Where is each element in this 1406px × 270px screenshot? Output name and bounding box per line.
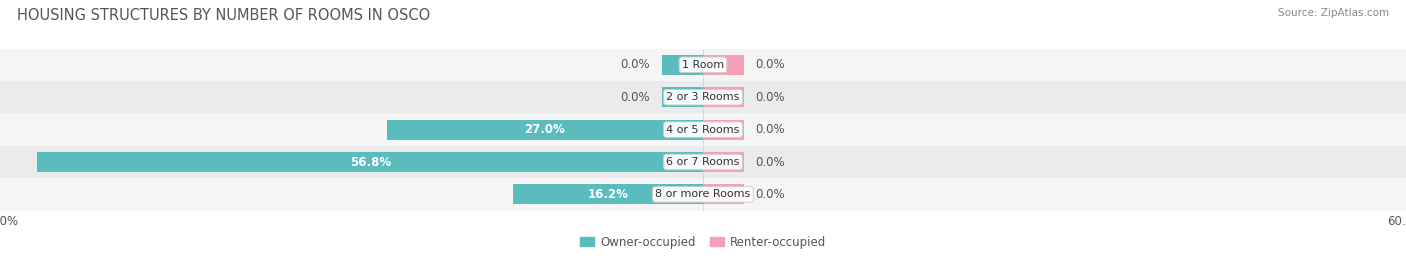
Text: 0.0%: 0.0% [756, 123, 786, 136]
Bar [38, 152, 703, 172]
Text: Source: ZipAtlas.com: Source: ZipAtlas.com [1278, 8, 1389, 18]
Bar [662, 87, 703, 107]
Text: 1 Room: 1 Room [682, 60, 724, 70]
Bar [0, 178, 1406, 211]
Bar [0, 81, 1406, 113]
Bar [662, 55, 703, 75]
Legend: Owner-occupied, Renter-occupied: Owner-occupied, Renter-occupied [575, 231, 831, 253]
Text: 2 or 3 Rooms: 2 or 3 Rooms [666, 92, 740, 102]
Text: 0.0%: 0.0% [756, 188, 786, 201]
Text: 16.2%: 16.2% [588, 188, 628, 201]
Text: HOUSING STRUCTURES BY NUMBER OF ROOMS IN OSCO: HOUSING STRUCTURES BY NUMBER OF ROOMS IN… [17, 8, 430, 23]
Text: 27.0%: 27.0% [524, 123, 565, 136]
Bar [703, 55, 744, 75]
Text: 0.0%: 0.0% [620, 58, 650, 71]
Text: 0.0%: 0.0% [756, 156, 786, 168]
Text: 4 or 5 Rooms: 4 or 5 Rooms [666, 124, 740, 135]
Bar [703, 120, 744, 140]
Bar [513, 184, 703, 204]
Bar [703, 87, 744, 107]
Bar [387, 120, 703, 140]
Text: 8 or more Rooms: 8 or more Rooms [655, 189, 751, 200]
Text: 56.8%: 56.8% [350, 156, 391, 168]
Text: 0.0%: 0.0% [620, 91, 650, 104]
Text: 0.0%: 0.0% [756, 91, 786, 104]
Text: 0.0%: 0.0% [756, 58, 786, 71]
Bar [703, 152, 744, 172]
Bar [703, 184, 744, 204]
Bar [0, 146, 1406, 178]
Bar [0, 49, 1406, 81]
Bar [0, 113, 1406, 146]
Text: 6 or 7 Rooms: 6 or 7 Rooms [666, 157, 740, 167]
